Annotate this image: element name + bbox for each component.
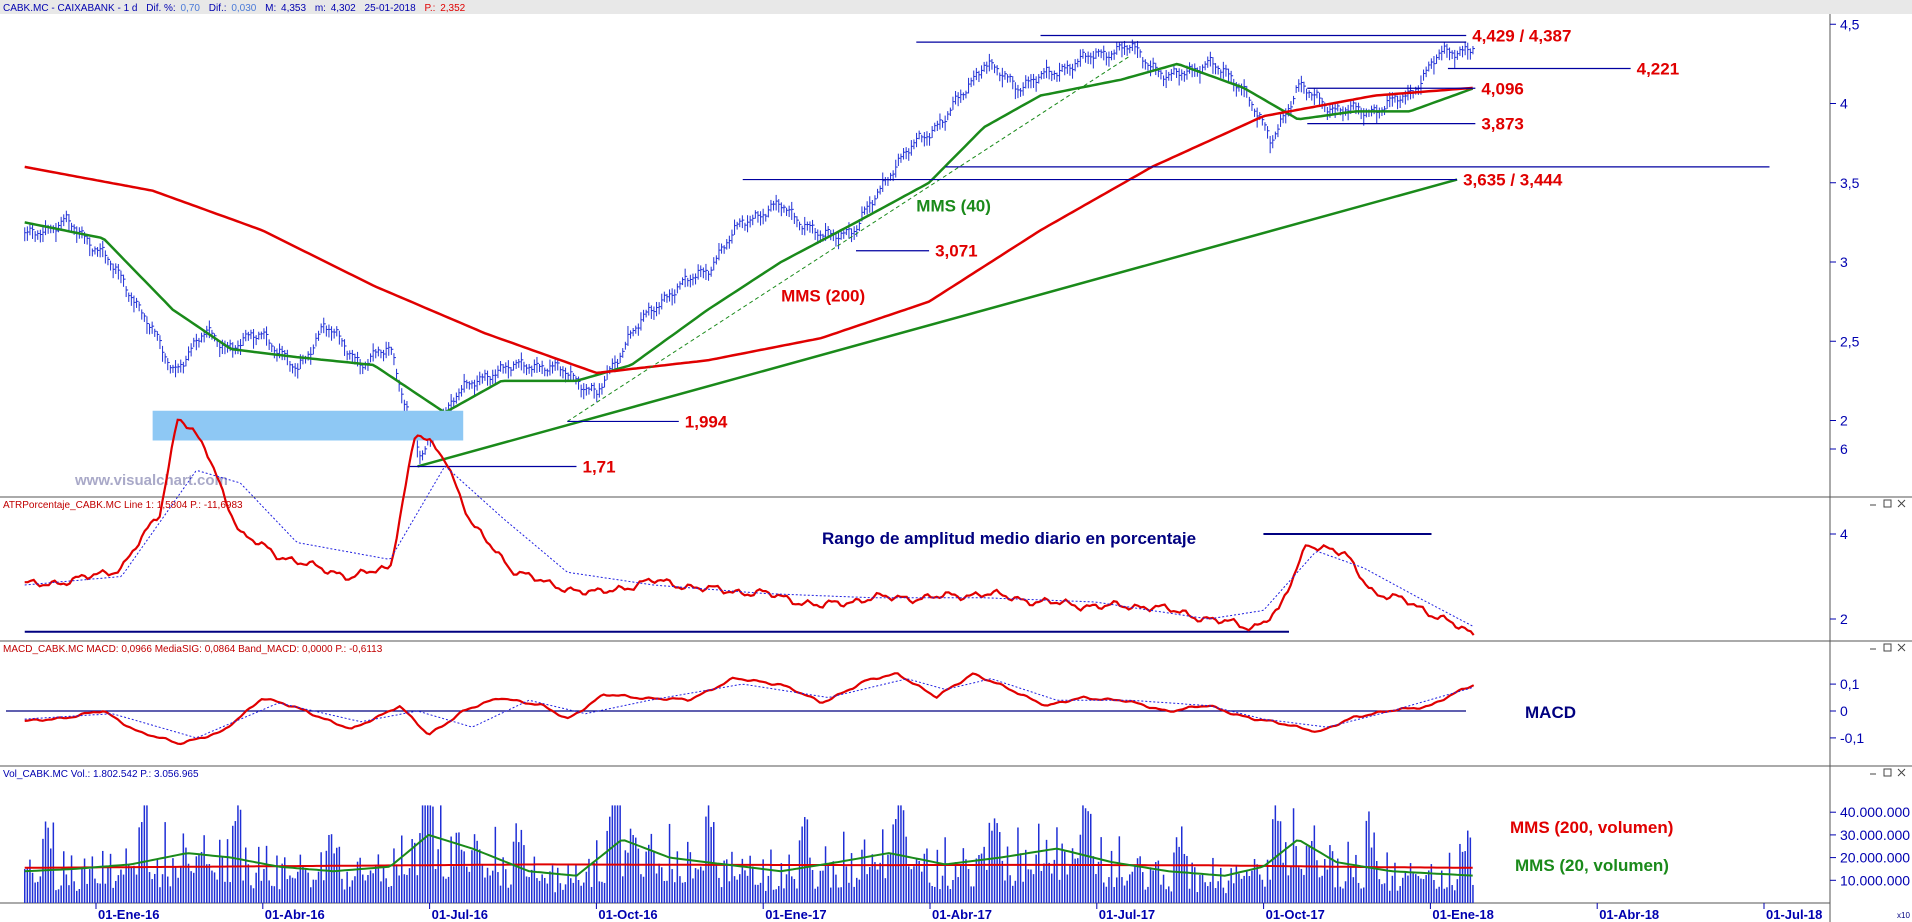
watermark: www.visualchart.com (74, 472, 228, 489)
level-label: 4,096 (1481, 79, 1524, 98)
vol-y-tick-label: 20.000.000 (1840, 850, 1910, 866)
macd-line (24, 672, 1475, 746)
price-y-tick-label: 3,5 (1840, 175, 1860, 191)
level-label: 1,994 (685, 412, 728, 431)
level-label: 4,429 / 4,387 (1472, 27, 1571, 46)
level-label: 4,221 (1637, 59, 1680, 78)
x-tick-label: 01-Jul-16 (432, 907, 488, 922)
price-header: CABK.MC - CAIXABANK - 1 d Dif. %: 0,70 D… (3, 3, 466, 14)
level-label: 3,071 (935, 242, 978, 261)
price-bars (24, 39, 1475, 465)
x-tick-label: 01-Oct-16 (598, 907, 657, 922)
atr-title: Rango de amplitud medio diario en porcen… (822, 529, 1196, 548)
macd-panel: 0,1 0 -0,1 (6, 672, 1864, 746)
price-y-tick-label: 4 (1840, 96, 1848, 112)
x-axis: 01-Ene-16 01-Abr-16 01-Jul-16 01-Oct-16 01-E… (95, 903, 1822, 922)
atr-panel: 6 4 2 (24, 410, 1848, 636)
vol-header: Vol_CABK.MC Vol.: 1.802.542 P.: 3.056.96… (3, 769, 199, 780)
vol-multiplier: x10 (1897, 911, 1910, 920)
volume-panel: 40.000.000 30.000.000 20.000.000 10.000.000 (23, 804, 1910, 903)
vol-y-tick-label: 10.000.000 (1840, 872, 1910, 888)
x-tick-label: 01-Oct-17 (1266, 907, 1325, 922)
price-ma-line (24, 62, 1474, 414)
price-ma-line (24, 86, 1473, 375)
x-tick-label: 01-Jul-18 (1766, 907, 1822, 922)
x-tick-label: 01-Abr-16 (265, 907, 325, 922)
price-y-tick-label: 3 (1840, 254, 1848, 270)
trendline (417, 178, 1458, 468)
atr-y-tick-label: 2 (1840, 611, 1848, 627)
x-tick-label: 01-Abr-18 (1599, 907, 1659, 922)
x-tick-label: 01-Ene-16 (98, 907, 159, 922)
ma-annotation: MMS (40) (916, 196, 991, 215)
price-panel: 4,5 4 3,5 3 2,5 2 4,429 / 4,387 4,221 4,096 3,873… (24, 16, 1860, 476)
volume-ma-line (24, 833, 1473, 877)
ma-annotation: MMS (200) (781, 287, 865, 306)
macd-y-tick-label: 0,1 (1840, 676, 1860, 692)
x-tick-label: 01-Ene-18 (1432, 907, 1493, 922)
x-tick-label: 01-Jul-17 (1099, 907, 1155, 922)
x-tick-label: 01-Ene-17 (765, 907, 826, 922)
level-label: 1,71 (582, 457, 615, 476)
volume-ma-line (24, 863, 1473, 869)
price-y-tick-label: 2 (1840, 413, 1848, 429)
vol-y-tick-label: 40.000.000 (1840, 804, 1910, 820)
atr-line (24, 465, 1474, 628)
price-y-tick-label: 4,5 (1840, 16, 1860, 32)
vol-legend-short: MMS (20, volumen) (1515, 856, 1669, 875)
x-tick-label: 01-Abr-17 (932, 907, 992, 922)
atr-line (24, 418, 1475, 636)
price-header-bg (0, 0, 1912, 14)
macd-y-tick-label: 0 (1840, 703, 1848, 719)
panel-window-controls[interactable] (1870, 499, 1906, 777)
macd-header: MACD_CABK.MC MACD: 0,0966 MediaSIG: 0,08… (3, 644, 383, 655)
macd-y-tick-label: -0,1 (1840, 730, 1864, 746)
atr-y-tick-label: 4 (1840, 526, 1848, 542)
vol-legend-long: MMS (200, volumen) (1510, 818, 1673, 837)
volume-bars (23, 805, 1474, 903)
atr-header: ATRPorcentaje_CABK.MC Line 1: 1,5804 P.:… (3, 500, 243, 511)
level-label: 3,635 / 3,444 (1463, 171, 1563, 190)
vol-y-tick-label: 30.000.000 (1840, 827, 1910, 843)
atr-highlight (152, 410, 464, 441)
macd-title: MACD (1525, 703, 1576, 722)
level-label: 3,873 (1481, 115, 1524, 134)
atr-y-tick-label: 6 (1840, 441, 1848, 457)
price-y-tick-label: 2,5 (1840, 333, 1860, 349)
